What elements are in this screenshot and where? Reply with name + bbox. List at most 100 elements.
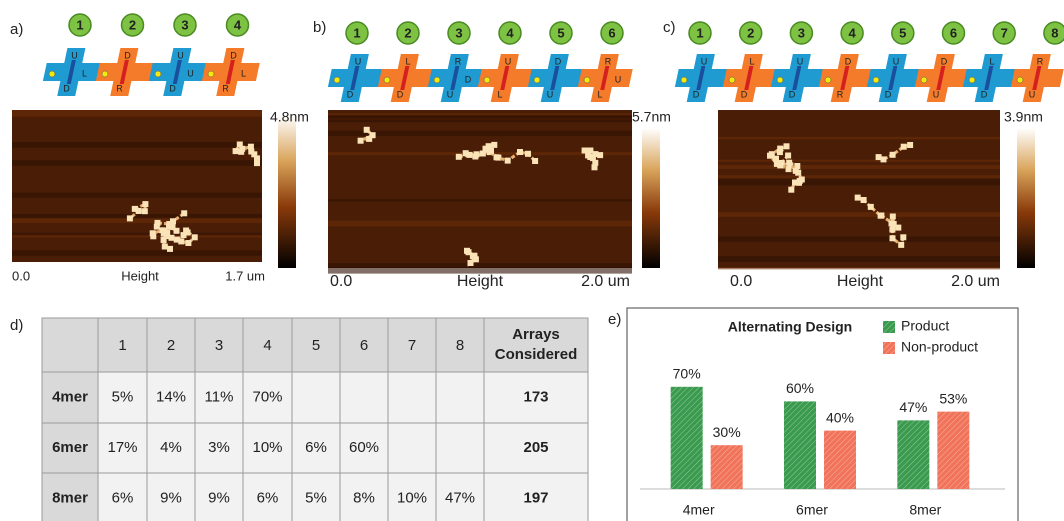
bar	[824, 431, 856, 489]
afm-tile	[517, 149, 523, 155]
chart-title: Alternating Design	[728, 319, 852, 335]
tile-dot	[825, 77, 831, 83]
afm-tile	[472, 154, 478, 160]
x-tick-label: 8mer	[909, 502, 941, 518]
tile-letter: D	[347, 89, 354, 99]
afm-tile	[167, 246, 173, 252]
table-cell	[388, 372, 436, 423]
table-cell-text: 8%	[353, 489, 375, 506]
scale-max: 4.8nm	[270, 109, 309, 125]
tile-letter: U	[615, 74, 622, 84]
tile-dot	[681, 77, 687, 83]
bar	[671, 387, 703, 489]
afm-tile	[494, 154, 500, 160]
panel-label: d)	[10, 317, 23, 334]
afm-tile	[861, 197, 867, 203]
table-cell-text: 14%	[156, 388, 186, 405]
afm-tile	[786, 160, 792, 166]
table-cell-text: 3%	[208, 439, 230, 456]
tile-letter: R	[1037, 56, 1044, 66]
tile-letter: R	[222, 83, 229, 93]
tile-letter: L	[82, 68, 87, 78]
tile-letter: R	[605, 56, 612, 66]
color-bar	[278, 115, 296, 268]
afm-image	[12, 110, 262, 262]
bar	[784, 401, 816, 489]
tile-letter: L	[597, 89, 602, 99]
tile-number: 4	[848, 25, 856, 40]
panel-label: b)	[313, 19, 326, 36]
tile-letter: D	[693, 89, 700, 99]
tile-letter: D	[845, 56, 852, 66]
tile-number: 1	[353, 25, 360, 40]
afm-tile	[484, 147, 490, 153]
afm-tile	[164, 230, 170, 236]
table-cell-text: 6%	[112, 489, 134, 506]
afm-tile	[136, 208, 142, 214]
tile-letter: D	[941, 56, 948, 66]
afm-tile	[370, 132, 376, 138]
tile-dot	[873, 77, 879, 83]
tile-letter: U	[187, 68, 194, 78]
panel-label: e)	[608, 311, 621, 328]
tile-number: 1	[76, 17, 83, 32]
scale-min: 0.0	[330, 273, 352, 290]
value-label: 53%	[939, 390, 967, 406]
table-cell	[292, 372, 340, 423]
table-cell-text: 8mer	[52, 489, 88, 506]
afm-tile	[364, 127, 370, 133]
tile-dot	[584, 77, 590, 83]
scale-length: 2.0 um	[581, 273, 630, 290]
tile-dot	[434, 77, 440, 83]
panel-label: a)	[10, 21, 23, 38]
tile-letter: D	[885, 89, 892, 99]
afm-streak	[12, 214, 262, 218]
tile-dot	[534, 77, 540, 83]
afm-streak	[12, 218, 262, 223]
afm-tile	[491, 142, 497, 148]
tile-dot	[49, 71, 55, 77]
afm-tile	[890, 152, 896, 158]
table-cell-text: 11%	[205, 388, 234, 405]
tile-dot	[729, 77, 735, 83]
afm-tile	[901, 144, 907, 150]
tile-dot	[384, 77, 390, 83]
tile-number: 2	[747, 25, 754, 40]
afm-tile	[183, 228, 189, 234]
tile-letter: D	[230, 50, 237, 60]
afm-streak	[328, 199, 632, 201]
tile-dot	[484, 77, 490, 83]
table-header: 7	[408, 337, 416, 354]
afm-tile	[855, 195, 861, 201]
afm-tile	[142, 201, 148, 207]
page: a)1UDL2DR3UDU4DRL4.8nm0.0Height1.7 umb)1…	[0, 0, 1064, 521]
tile-letter: R	[837, 89, 844, 99]
tile-number: 8	[1051, 25, 1058, 40]
table-cell-text: 17%	[107, 439, 137, 456]
table-cell-text: 10%	[252, 439, 282, 456]
legend-swatch	[883, 342, 895, 354]
tile-dot	[1017, 77, 1023, 83]
bar	[937, 412, 969, 489]
tile-number: 4	[506, 25, 514, 40]
table-cell-text: 4%	[160, 439, 182, 456]
table-cell-text: 47%	[445, 489, 475, 506]
tile-letter: D	[397, 89, 404, 99]
tile-letter: D	[169, 83, 176, 93]
tile-letter: U	[177, 50, 184, 60]
afm-tile	[868, 204, 874, 210]
tile-number: 1	[696, 25, 703, 40]
table-cell-text: 4mer	[52, 388, 88, 405]
tile-letter: R	[116, 83, 123, 93]
scale-length: 1.7 um	[225, 268, 265, 283]
afm-tile	[185, 240, 191, 246]
table-cell-text: 6%	[305, 439, 327, 456]
afm-streak	[718, 237, 1000, 242]
afm-streak	[718, 256, 1000, 262]
afm-streak	[12, 233, 262, 236]
afm-streak	[718, 160, 1000, 162]
tile-letter: U	[893, 56, 900, 66]
scale-min: 0.0	[730, 273, 752, 290]
scale-min: 0.0	[12, 268, 30, 283]
panel-label: c)	[663, 19, 676, 36]
